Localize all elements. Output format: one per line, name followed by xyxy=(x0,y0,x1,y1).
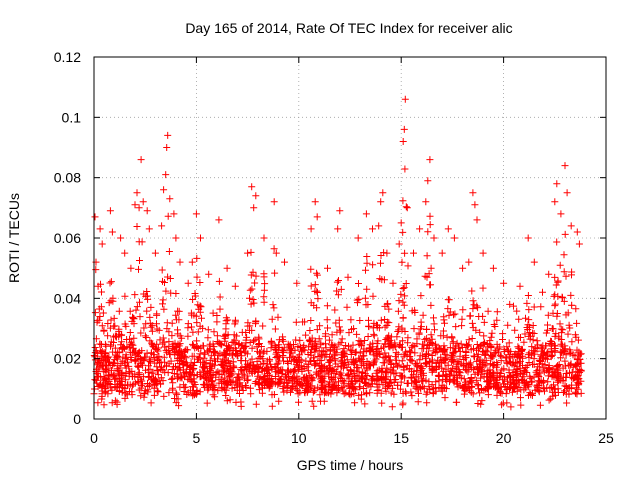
roti-points xyxy=(90,95,585,411)
x-tick-label: 25 xyxy=(598,430,614,446)
x-tick-label: 0 xyxy=(90,430,98,446)
axis-ticks xyxy=(93,56,607,420)
chart-title: Day 165 of 2014, Rate Of TEC Index for r… xyxy=(185,20,512,36)
y-tick-label: 0.04 xyxy=(54,290,81,306)
x-tick-label: 15 xyxy=(393,430,409,446)
x-tick-label: 10 xyxy=(291,430,307,446)
y-tick-label: 0.1 xyxy=(62,109,82,125)
y-tick-label: 0.08 xyxy=(54,170,81,186)
y-tick-label: 0.06 xyxy=(54,230,81,246)
y-tick-label: 0.02 xyxy=(54,351,81,367)
x-axis-label: GPS time / hours xyxy=(297,457,404,473)
y-tick-label: 0.12 xyxy=(54,49,81,65)
y-tick-label: 0 xyxy=(73,411,81,427)
grid-lines xyxy=(94,57,606,419)
y-axis-label: ROTI / TECUs xyxy=(6,193,22,283)
x-tick-label: 5 xyxy=(193,430,201,446)
data-points xyxy=(90,95,585,411)
x-tick-label: 20 xyxy=(496,430,512,446)
